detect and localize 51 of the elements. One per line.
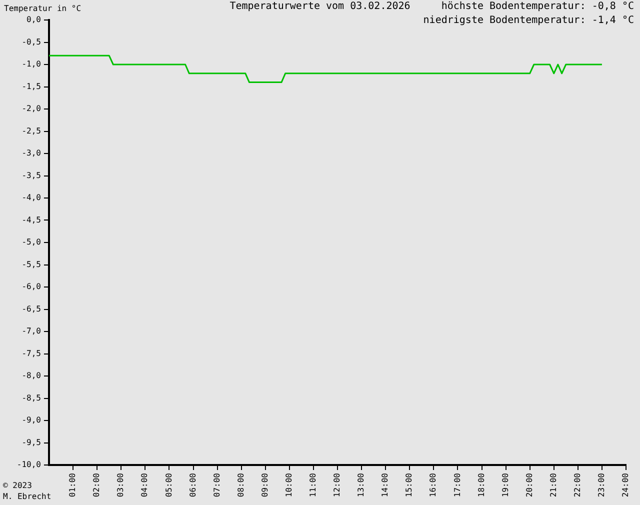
y-tick-label: -10,0 (16, 460, 42, 470)
y-tick-label: -8,5 (22, 393, 42, 402)
x-tick-label: 15:00 (404, 472, 414, 498)
y-tick-label: -6,5 (22, 304, 42, 314)
y-tick-label: -2,5 (22, 126, 42, 136)
x-tick-label: 14:00 (380, 472, 390, 498)
x-tick-label: 09:00 (260, 472, 270, 498)
y-tick-label: -9,0 (22, 416, 42, 425)
x-tick-label: 04:00 (140, 472, 150, 498)
y-tick-label: -4,5 (22, 215, 42, 224)
y-tick-label: -1,5 (22, 82, 42, 91)
y-tick-label: -0,5 (22, 37, 42, 46)
x-tick-label: 08:00 (236, 472, 246, 498)
x-tick-label: 05:00 (164, 472, 174, 498)
y-tick-label: -5,0 (22, 238, 42, 247)
x-tick-label: 11:00 (308, 472, 318, 498)
text: © 2023 (3, 481, 32, 490)
x-tick-label: 13:00 (356, 472, 366, 498)
text: M. Ebrecht (3, 492, 52, 501)
x-tick-label: 12:00 (332, 472, 342, 498)
x-tick-label: 01:00 (68, 472, 78, 498)
x-tick-label: 18:00 (476, 472, 486, 498)
x-tick-label: 23:00 (597, 472, 606, 498)
x-tick-label: 17:00 (452, 472, 462, 498)
y-tick-label: -2,0 (22, 104, 42, 114)
x-tick-label: 06:00 (188, 472, 198, 498)
y-tick-label: -5,5 (22, 260, 42, 269)
annotation: niedrigste Bodentemperatur: -1,4 °C (423, 15, 634, 26)
y-tick-label: -3,5 (22, 170, 42, 180)
x-tick-label: 10:00 (284, 472, 294, 498)
y-tick-label: -4,0 (22, 193, 42, 202)
text: höchste Bodentemperatur: -0,8 °C (441, 1, 634, 12)
x-tick-label: 21:00 (548, 472, 558, 498)
x-tick-label: 16:00 (428, 472, 438, 498)
chart-title: Temperaturwerte vom 03.02.2026 (230, 1, 410, 12)
y-tick-label: -3,0 (22, 148, 42, 158)
x-tick-label: 24:00 (621, 472, 630, 498)
x-tick-label: 07:00 (212, 472, 222, 498)
y-tick-label: -8,0 (22, 371, 42, 380)
x-tick-label: 02:00 (92, 472, 102, 498)
y-tick-label: -9,5 (22, 438, 42, 447)
x-tick-label: 03:00 (116, 472, 126, 498)
y-tick-label: -6,0 (22, 282, 42, 292)
x-tick-label: 20:00 (524, 472, 534, 498)
y-tick-label: -7,0 (22, 326, 42, 336)
y-axis-title: Temperatur in °C (4, 4, 82, 13)
y-tick-label: 0,0 (26, 15, 42, 24)
y-tick-label: -7,5 (22, 348, 42, 358)
x-tick-label: 22:00 (572, 472, 582, 498)
x-tick-label: 19:00 (500, 472, 510, 498)
y-tick-label: -1,0 (22, 60, 42, 69)
